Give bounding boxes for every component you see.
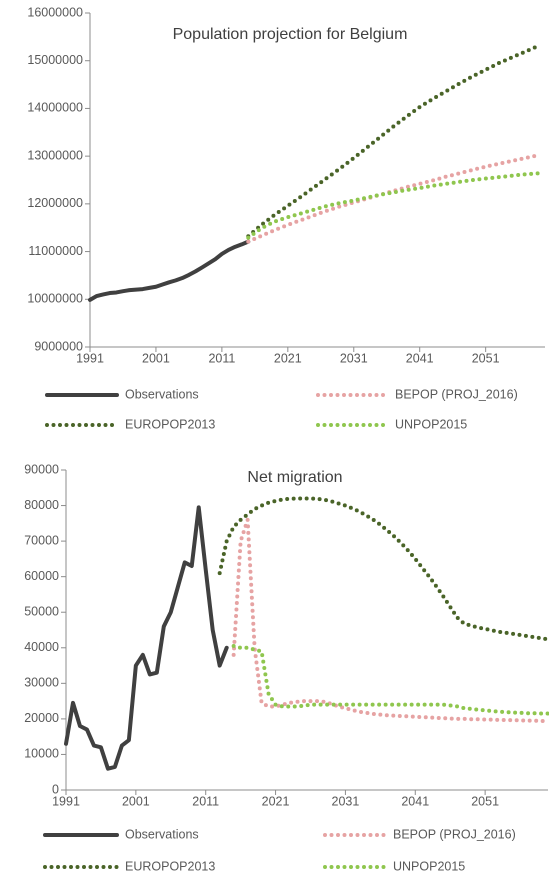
y-tick-label: 0 xyxy=(52,782,59,796)
x-tick-label: 2041 xyxy=(401,794,429,808)
legend-label: BEPOP (PROJ_2016) xyxy=(395,387,518,401)
x-tick-label: 2011 xyxy=(208,351,235,365)
x-tick-label: 2051 xyxy=(471,794,499,808)
y-tick-label: 16000000 xyxy=(27,5,83,19)
y-tick-label: 13000000 xyxy=(27,148,83,162)
legend-label: UNPOP2015 xyxy=(393,859,465,873)
y-tick-label: 70000 xyxy=(24,533,59,547)
series-line xyxy=(217,496,549,642)
y-tick-label: 60000 xyxy=(24,569,59,583)
y-tick-label: 15000000 xyxy=(27,53,83,67)
chart-title: Net migration xyxy=(247,469,342,486)
series-line xyxy=(231,517,549,724)
y-tick-label: 50000 xyxy=(24,605,59,619)
x-tick-label: 2021 xyxy=(274,351,302,365)
y-tick-label: 90000 xyxy=(24,462,59,476)
y-tick-label: 10000000 xyxy=(27,292,83,306)
x-tick-label: 2041 xyxy=(406,351,434,365)
x-tick-label: 2001 xyxy=(142,351,170,365)
x-tick-label: 1991 xyxy=(52,794,80,808)
series-line xyxy=(246,43,541,239)
legend-label: UNPOP2015 xyxy=(395,417,467,431)
legend-label: BEPOP (PROJ_2016) xyxy=(393,827,516,841)
legend-label: EUROPOP2013 xyxy=(125,417,215,431)
y-tick-label: 40000 xyxy=(24,640,59,654)
x-tick-label: 1991 xyxy=(76,351,104,365)
series-line xyxy=(246,171,541,240)
x-tick-label: 2051 xyxy=(472,351,500,365)
x-tick-label: 2001 xyxy=(122,794,150,808)
x-tick-label: 2011 xyxy=(192,794,219,808)
y-tick-label: 30000 xyxy=(24,676,59,690)
x-tick-label: 2031 xyxy=(340,351,368,365)
x-tick-label: 2031 xyxy=(332,794,360,808)
series-line xyxy=(231,644,549,716)
series-line xyxy=(246,153,541,244)
legend-label: EUROPOP2013 xyxy=(125,859,215,873)
y-tick-label: 9000000 xyxy=(34,339,83,353)
series-line xyxy=(88,239,251,302)
y-tick-label: 80000 xyxy=(24,498,59,512)
chart-title: Population projection for Belgium xyxy=(173,26,408,43)
legend-label: Observations xyxy=(125,387,199,401)
y-tick-label: 14000000 xyxy=(27,101,83,115)
y-tick-label: 11000000 xyxy=(28,244,83,258)
y-tick-label: 10000 xyxy=(24,747,59,761)
x-tick-label: 2021 xyxy=(262,794,290,808)
legend-label: Observations xyxy=(125,827,199,841)
y-tick-label: 20000 xyxy=(24,711,59,725)
series-line xyxy=(64,505,229,771)
y-tick-label: 12000000 xyxy=(27,196,83,210)
